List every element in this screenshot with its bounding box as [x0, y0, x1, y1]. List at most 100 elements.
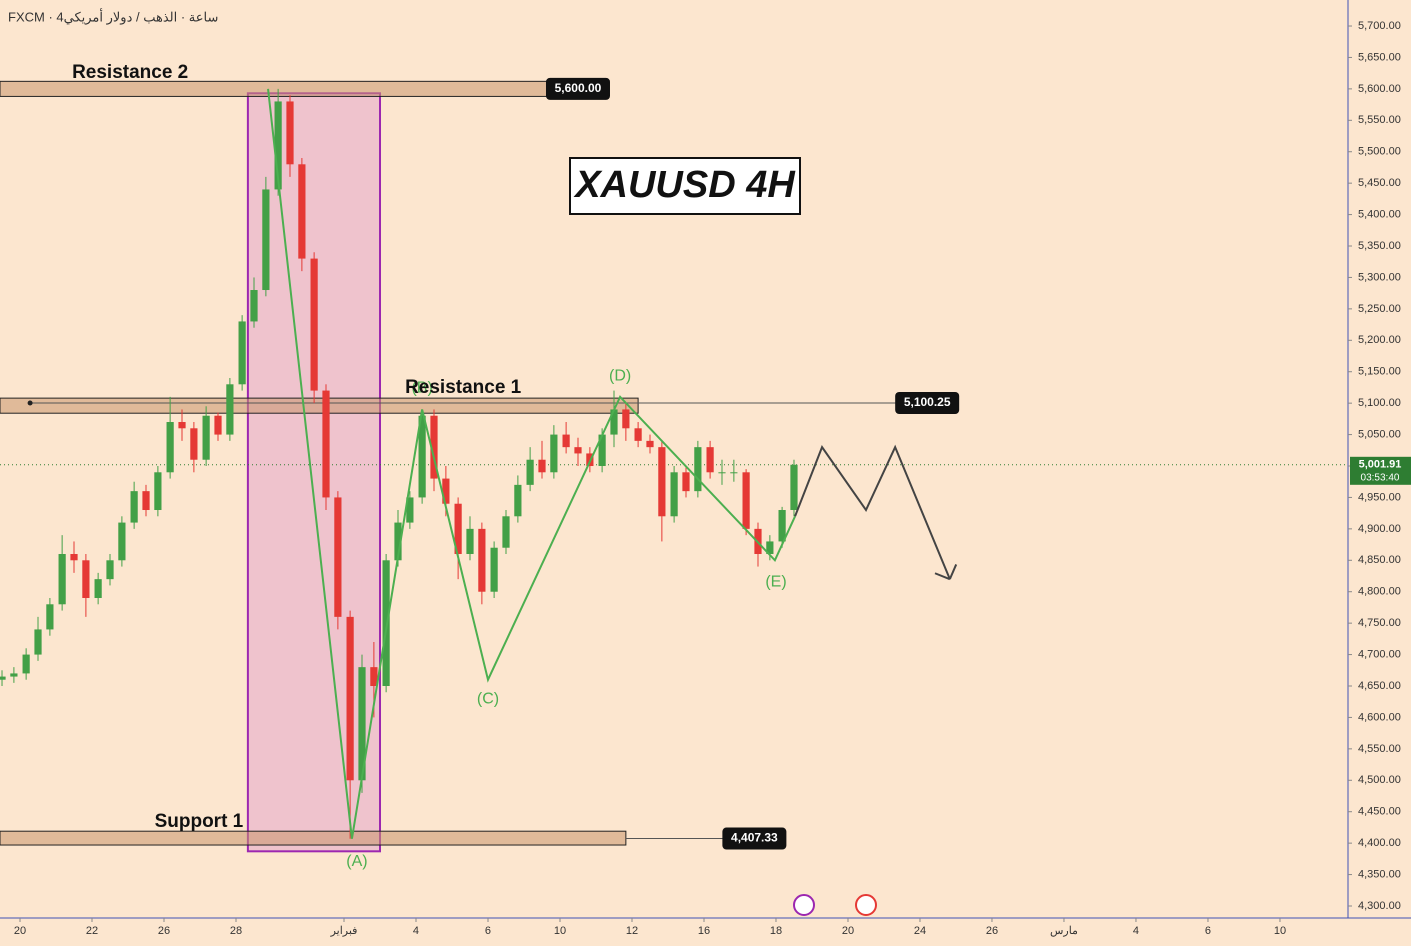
candle-body	[10, 673, 18, 677]
candle-body	[706, 447, 714, 473]
y-tick-label: 5,300.00	[1358, 271, 1401, 283]
x-tick-label: فبراير	[330, 925, 358, 937]
candle-body	[358, 667, 366, 781]
y-tick-label: 4,400.00	[1358, 837, 1401, 849]
candle-body	[466, 528, 474, 555]
y-tick-label: 4,500.00	[1358, 774, 1401, 786]
x-tick-label: 20	[842, 925, 854, 937]
price-badge: 5,100.25	[895, 391, 960, 414]
price-badge-label: 5,100.25	[904, 395, 951, 409]
y-tick-label: 5,700.00	[1358, 20, 1401, 32]
y-tick-label: 5,400.00	[1358, 208, 1401, 220]
candle-body	[382, 560, 390, 687]
candle-body	[214, 415, 222, 435]
y-tick-label: 4,550.00	[1358, 743, 1401, 755]
candle-body	[370, 667, 378, 687]
candle-body	[730, 472, 738, 474]
y-tick-label: 4,950.00	[1358, 491, 1401, 503]
candle-body	[0, 676, 6, 680]
y-tick-label: 4,350.00	[1358, 868, 1401, 880]
price-badge-bg	[545, 77, 610, 100]
candle-body	[262, 189, 270, 291]
candle-body	[694, 447, 702, 492]
candle-body	[130, 491, 138, 523]
y-tick-label: 5,350.00	[1358, 240, 1401, 252]
x-tick-label: 10	[554, 925, 566, 937]
zone-label: Support 1	[155, 811, 244, 832]
x-tick-label: 22	[86, 925, 98, 937]
x-tick-label: 6	[485, 925, 491, 937]
wave-label: (A)	[346, 853, 367, 870]
y-tick-label: 5,550.00	[1358, 114, 1401, 126]
y-tick-label: 4,650.00	[1358, 680, 1401, 692]
y-tick-label: 5,100.00	[1358, 397, 1401, 409]
candle-body	[322, 390, 330, 498]
candle-body	[226, 384, 234, 435]
y-tick-label: 4,300.00	[1358, 900, 1401, 912]
candle-body	[454, 503, 462, 555]
candle-body	[682, 472, 690, 492]
wave-label: (C)	[477, 690, 499, 707]
event-icon[interactable]	[855, 894, 877, 916]
candle-body	[598, 434, 606, 467]
zone	[0, 80, 581, 97]
candle-body	[790, 464, 798, 511]
y-tick-label: 5,050.00	[1358, 428, 1401, 440]
y-tick-label: 4,900.00	[1358, 523, 1401, 535]
candle-body	[394, 522, 402, 561]
price-badge: 4,407.33	[722, 827, 787, 850]
candle-body	[478, 528, 486, 592]
arrow-head	[934, 572, 951, 581]
last-price-badge	[1350, 456, 1411, 485]
price-badge: 5,600.00	[545, 77, 610, 100]
candle-body	[778, 510, 786, 542]
countdown-label: 03:53:40	[1361, 472, 1400, 483]
y-tick-label: 4,750.00	[1358, 617, 1401, 629]
x-tick-label: 4	[1133, 925, 1139, 937]
candle-body	[58, 554, 66, 605]
wave-label: (B)	[411, 379, 432, 396]
zone-label: Resistance 1	[405, 377, 522, 398]
symbol-header: FXCM · 4ساعة · الذهب / دولار أمريكي	[8, 8, 218, 25]
candle-body	[310, 258, 318, 391]
candle-body	[622, 409, 630, 429]
candle-body	[634, 428, 642, 441]
y-tick-label: 5,250.00	[1358, 303, 1401, 315]
candle-body	[514, 484, 522, 517]
candle-body	[154, 472, 162, 511]
candle-body	[178, 422, 186, 429]
y-tick-label: 4,850.00	[1358, 554, 1401, 566]
candle-body	[526, 459, 534, 485]
price-badge-bg	[722, 827, 787, 850]
candle-body	[94, 579, 102, 599]
candle-body	[202, 415, 210, 460]
x-tick-label: 26	[986, 925, 998, 937]
candle-body	[550, 434, 558, 473]
zone-label: Resistance 2	[72, 62, 188, 83]
candle-body	[142, 491, 150, 511]
candle-body	[274, 101, 282, 190]
candle-body	[82, 560, 90, 599]
y-tick-label: 5,450.00	[1358, 177, 1401, 189]
y-tick-label: 5,200.00	[1358, 334, 1401, 346]
y-tick-label: 4,450.00	[1358, 806, 1401, 818]
x-tick-label: 24	[914, 925, 926, 937]
candle-body	[742, 472, 750, 529]
wave-label: (D)	[609, 367, 631, 384]
x-tick-label: 10	[1274, 925, 1286, 937]
y-tick-label: 5,500.00	[1358, 146, 1401, 158]
candle-body	[418, 415, 426, 498]
price-badge-label: 5,600.00	[555, 81, 602, 95]
events	[793, 894, 877, 916]
x-tick-label: 18	[770, 925, 782, 937]
candle-body	[106, 560, 114, 580]
y-tick-label: 5,600.00	[1358, 83, 1401, 95]
title-box	[569, 157, 801, 215]
wave-label: (E)	[765, 574, 786, 591]
x-tick-label: 12	[626, 925, 638, 937]
zone	[0, 830, 627, 846]
candle-body	[670, 472, 678, 517]
event-icon[interactable]	[793, 894, 815, 916]
candle-body	[346, 616, 354, 781]
